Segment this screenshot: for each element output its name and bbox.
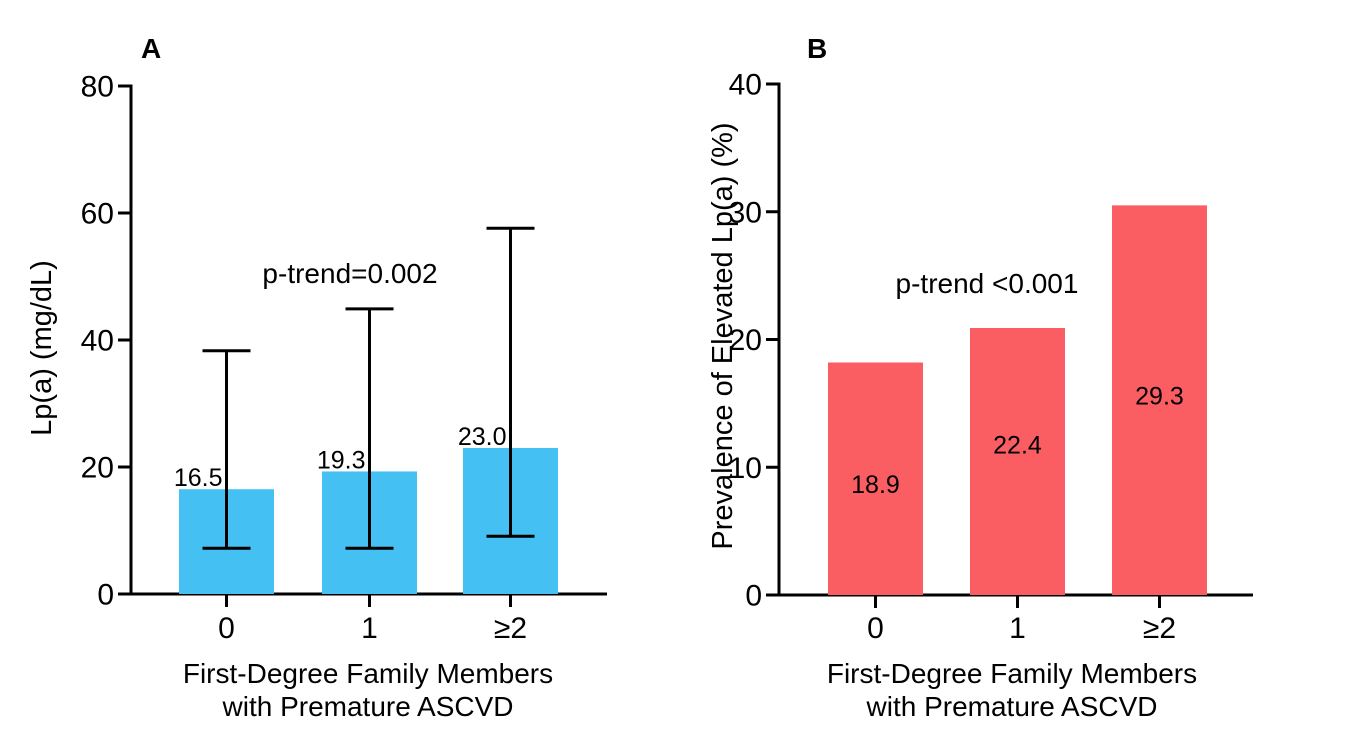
x-axis-label-b-line2: with Premature ASCVD: [866, 691, 1158, 722]
bar-value-label-b-2: 29.3: [1135, 383, 1184, 411]
y-tick-label-a-4: 80: [81, 71, 114, 104]
y-tick-label-b-2: 20: [729, 324, 762, 357]
x-tick-label-a-0: 0: [218, 612, 235, 645]
y-axis-label-b: Prevalence of Elevated Lp(a) (%): [707, 122, 739, 549]
y-tick-label-b-3: 30: [729, 196, 762, 229]
x-axis-label-a-line1: First-Degree Family Members: [183, 658, 553, 689]
bar-value-label-a-0: 16.5: [174, 464, 223, 492]
x-tick-label-b-2: ≥2: [1143, 612, 1176, 645]
error-bar-a-0: [202, 349, 251, 550]
bar-value-label-a-2: 23.0: [458, 423, 507, 451]
y-axis-label-a: Lp(a) (mg/dL): [26, 260, 58, 436]
error-bar-a-2: [486, 226, 535, 538]
y-tick-label-a-3: 60: [81, 198, 114, 231]
y-tick-label-a-0: 0: [97, 579, 114, 612]
bar-value-label-a-1: 19.3: [317, 446, 366, 474]
bar-b-0: [828, 362, 923, 595]
x-tick-label-b-1: 1: [1009, 612, 1026, 645]
panel-a: 0 20 40 60 80 16.5 19.3 23.0 0 1 ≥2 First-Degree Fa…: [26, 33, 607, 722]
error-bar-a-1: [345, 307, 394, 550]
y-tick-label-b-1: 10: [729, 452, 762, 485]
p-trend-annotation-a: p-trend=0.002: [262, 258, 437, 289]
p-trend-annotation-b: p-trend <0.001: [896, 268, 1079, 299]
x-axis-label-b-line1: First-Degree Family Members: [827, 658, 1197, 689]
panel-letter-b: B: [807, 33, 827, 64]
y-tick-label-b-0: 0: [745, 580, 762, 613]
x-tick-label-b-0: 0: [867, 612, 884, 645]
bar-value-label-b-0: 18.9: [851, 471, 900, 499]
y-tick-label-a-2: 40: [81, 325, 114, 358]
y-tick-label-b-4: 40: [729, 69, 762, 102]
x-tick-label-a-1: 1: [361, 612, 378, 645]
panel-b: 0 10 20 30 40 18.9 22.4 29.3 0 1 ≥2 First-Degree Fa…: [707, 33, 1253, 722]
bar-value-label-b-1: 22.4: [993, 431, 1042, 459]
bar-b-2: [1112, 205, 1207, 596]
x-axis-label-a-line2: with Premature ASCVD: [222, 691, 514, 722]
bar-b-1: [970, 328, 1065, 595]
y-tick-label-a-1: 20: [81, 452, 114, 485]
x-tick-label-a-2: ≥2: [494, 612, 527, 645]
panel-letter-a: A: [141, 33, 161, 64]
